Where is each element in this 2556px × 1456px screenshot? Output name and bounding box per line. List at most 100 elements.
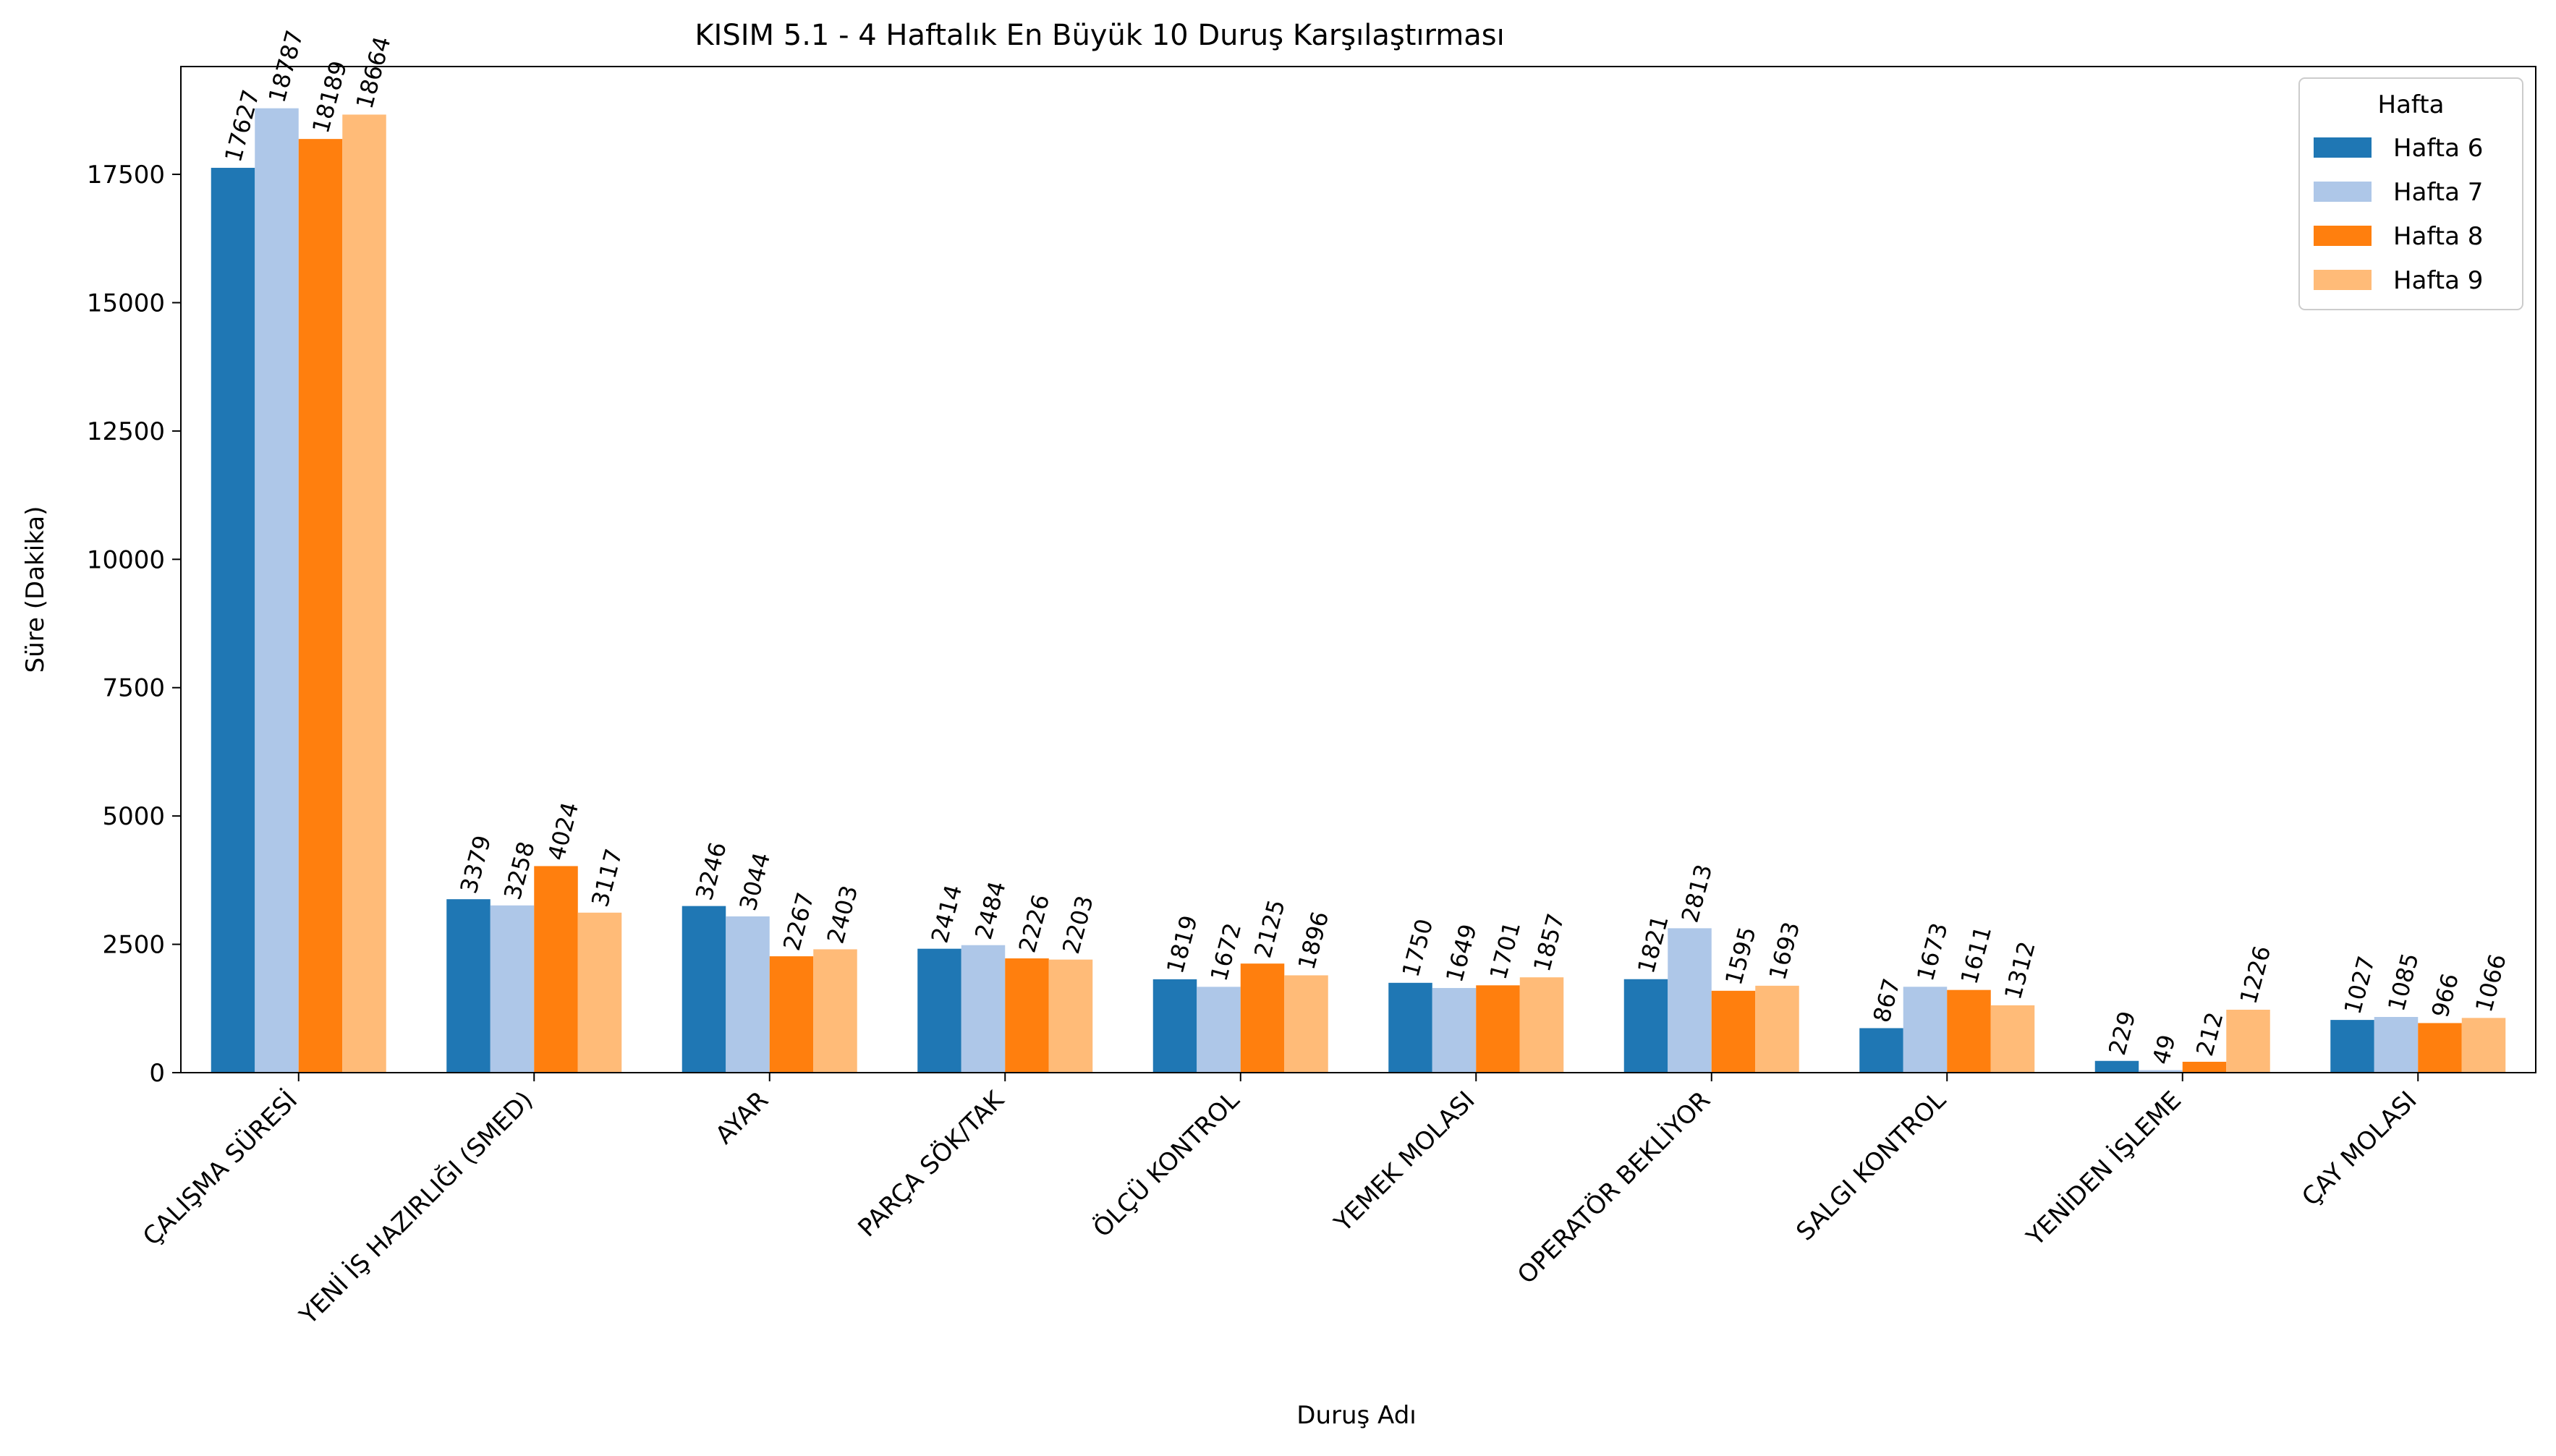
- bar: [2226, 1009, 2270, 1073]
- bar: [961, 945, 1006, 1073]
- x-tick-label: ÇAY MOLASI: [2296, 1086, 2422, 1212]
- x-tick-label: ÇALIŞMA SÜRESİ: [137, 1085, 303, 1251]
- bar: [769, 956, 814, 1073]
- bar: [813, 949, 857, 1073]
- bar: [1284, 975, 1328, 1073]
- data-label: 1701: [1485, 919, 1527, 982]
- bar: [2139, 1070, 2183, 1073]
- data-label: 3379: [455, 833, 497, 896]
- bar: [1668, 928, 1712, 1073]
- data-label: 867: [1868, 976, 1906, 1026]
- data-label: 229: [2103, 1008, 2141, 1058]
- chart-title: KISIM 5.1 - 4 Haftalık En Büyük 10 Duruş…: [695, 19, 1504, 52]
- data-label: 1672: [1205, 920, 1247, 984]
- bar: [577, 912, 622, 1073]
- bar: [2461, 1018, 2506, 1073]
- bar: [2374, 1016, 2419, 1073]
- legend-swatch: [2314, 182, 2372, 202]
- bar: [255, 108, 299, 1073]
- data-label: 3044: [734, 850, 776, 914]
- data-label: 2203: [1057, 893, 1099, 956]
- y-tick-label: 5000: [102, 802, 165, 831]
- legend-label: Hafta 6: [2393, 134, 2483, 163]
- bar: [298, 139, 343, 1073]
- data-label: 1673: [1911, 920, 1953, 984]
- data-label: 1312: [1999, 938, 2041, 1002]
- bar: [1519, 977, 1564, 1073]
- bar: [682, 906, 726, 1073]
- y-tick-label: 2500: [102, 931, 165, 960]
- bar: [342, 114, 386, 1073]
- legend-label: Hafta 8: [2393, 222, 2483, 251]
- bar: [2330, 1020, 2374, 1073]
- y-axis-label: Süre (Dakika): [21, 506, 50, 673]
- data-label: 2414: [926, 882, 968, 945]
- data-label: 2484: [969, 878, 1011, 942]
- x-tick-label: PARÇA SÖK/TAK: [852, 1084, 1011, 1243]
- plot-frame: [180, 66, 2536, 1073]
- bar: [1755, 985, 1799, 1073]
- legend-swatch: [2314, 137, 2372, 158]
- data-label: 1027: [2339, 953, 2381, 1017]
- y-tick-label: 15000: [87, 289, 165, 318]
- data-label: 1821: [1632, 912, 1674, 976]
- x-tick-label: YENİDEN İŞLEME: [2021, 1086, 2187, 1252]
- data-label: 1819: [1161, 912, 1203, 976]
- bar: [2182, 1061, 2227, 1073]
- x-tick-label: ÖLÇÜ KONTROL: [1087, 1085, 1245, 1243]
- y-tick-label: 0: [149, 1059, 165, 1088]
- data-label: 1693: [1764, 919, 1806, 982]
- bar: [2418, 1023, 2462, 1073]
- bar: [446, 899, 491, 1073]
- bar: [726, 916, 770, 1073]
- data-label: 2403: [822, 882, 864, 946]
- data-label: 49: [2147, 1031, 2181, 1067]
- legend-label: Hafta 7: [2393, 178, 2483, 207]
- data-label: 2226: [1014, 892, 1056, 955]
- data-label: 4024: [543, 799, 585, 863]
- bar: [1240, 963, 1285, 1073]
- legend-swatch: [2314, 226, 2372, 246]
- data-label: 3258: [498, 838, 540, 902]
- data-label: 3246: [690, 839, 732, 903]
- y-tick-label: 12500: [87, 417, 165, 446]
- data-label: 1896: [1293, 908, 1335, 972]
- bar: [1903, 987, 1948, 1073]
- bar: [1711, 990, 1756, 1073]
- x-axis-label: Duruş Adı: [1296, 1401, 1416, 1430]
- data-label: 1085: [2382, 950, 2424, 1014]
- bar: [1152, 979, 1197, 1073]
- data-label: 1611: [1956, 923, 1997, 987]
- bar: [1432, 987, 1477, 1073]
- bar: [1859, 1028, 1903, 1073]
- bar: [2094, 1060, 2139, 1073]
- x-tick-label: AYAR: [710, 1086, 774, 1150]
- bar: [1990, 1005, 2035, 1073]
- bar: [1005, 958, 1049, 1073]
- legend: Hafta Hafta 6 Hafta 7 Hafta 8 Hafta 9: [2298, 77, 2523, 310]
- data-label: 1595: [1720, 924, 1762, 987]
- y-tick-label: 10000: [87, 545, 165, 574]
- data-label: 1649: [1440, 921, 1482, 985]
- x-tick-label: YENİ İŞ HAZIRLIĞI (SMED): [293, 1085, 538, 1330]
- x-tick-label: SALGI KONTROL: [1791, 1086, 1951, 1246]
- bar: [534, 866, 578, 1073]
- data-label: 2813: [1676, 861, 1718, 925]
- bar: [917, 948, 961, 1073]
- legend-swatch: [2314, 270, 2372, 290]
- legend-label: Hafta 9: [2393, 266, 2483, 295]
- data-label: 1226: [2235, 943, 2277, 1007]
- data-label: 1857: [1528, 911, 1570, 974]
- data-label: 18664: [351, 33, 396, 111]
- y-tick-label: 17500: [87, 161, 165, 190]
- bar: [1048, 959, 1093, 1073]
- bar: [1476, 985, 1520, 1073]
- data-label: 966: [2426, 971, 2465, 1021]
- data-label: 3117: [586, 846, 628, 909]
- data-label: 1750: [1397, 916, 1439, 979]
- x-tick-label: OPERATÖR BEKLİYOR: [1511, 1085, 1716, 1290]
- bar: [1388, 982, 1432, 1073]
- data-label: 2125: [1249, 897, 1291, 961]
